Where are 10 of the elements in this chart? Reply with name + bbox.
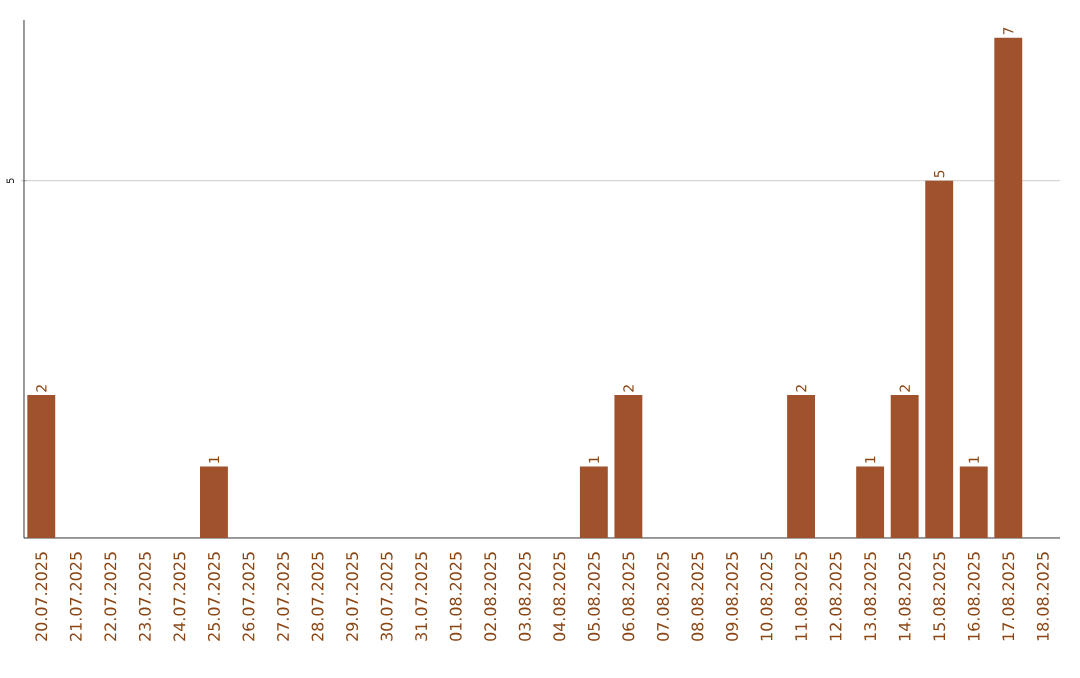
bar	[959, 466, 988, 539]
bar	[856, 466, 885, 539]
bar	[614, 395, 643, 539]
bar	[27, 395, 56, 539]
bar	[787, 395, 816, 539]
bar	[994, 38, 1023, 539]
bar	[200, 466, 228, 539]
bar	[890, 395, 919, 539]
bar	[579, 466, 608, 539]
bar	[925, 180, 954, 539]
